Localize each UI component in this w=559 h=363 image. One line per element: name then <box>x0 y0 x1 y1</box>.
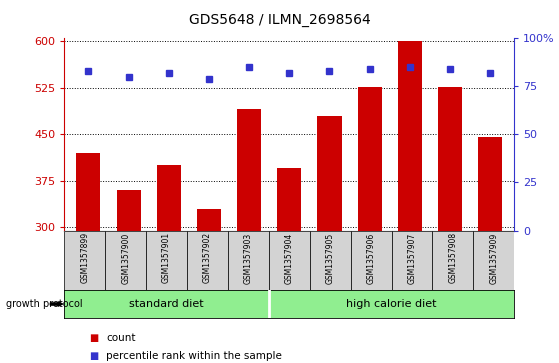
Text: GSM1357909: GSM1357909 <box>489 232 498 284</box>
Bar <box>77 153 101 231</box>
Bar <box>398 41 422 231</box>
Text: GSM1357908: GSM1357908 <box>448 232 457 284</box>
Bar <box>433 231 473 290</box>
Text: count: count <box>106 333 136 343</box>
Text: GSM1357900: GSM1357900 <box>121 232 130 284</box>
Bar <box>146 231 187 290</box>
Bar <box>197 209 221 231</box>
Text: GDS5648 / ILMN_2698564: GDS5648 / ILMN_2698564 <box>188 13 371 27</box>
Bar <box>310 231 350 290</box>
Text: GSM1357899: GSM1357899 <box>80 232 89 284</box>
Bar <box>318 116 342 231</box>
Bar <box>269 231 310 290</box>
Text: GSM1357902: GSM1357902 <box>203 232 212 284</box>
Text: GSM1357907: GSM1357907 <box>408 232 416 284</box>
Bar <box>391 231 433 290</box>
Bar <box>64 290 269 318</box>
Text: GSM1357905: GSM1357905 <box>326 232 335 284</box>
Bar <box>105 231 146 290</box>
Text: GSM1357906: GSM1357906 <box>367 232 376 284</box>
Bar <box>64 231 105 290</box>
Text: growth protocol: growth protocol <box>6 299 82 309</box>
Text: high calorie diet: high calorie diet <box>347 299 437 309</box>
Text: GSM1357904: GSM1357904 <box>285 232 294 284</box>
Text: ■: ■ <box>89 333 99 343</box>
Bar <box>277 168 301 231</box>
Bar <box>350 231 391 290</box>
Bar <box>478 138 502 231</box>
Bar <box>228 231 269 290</box>
Bar <box>438 86 462 231</box>
Text: standard diet: standard diet <box>129 299 204 309</box>
Bar <box>269 290 514 318</box>
Bar <box>358 86 382 231</box>
Bar <box>473 231 514 290</box>
Text: percentile rank within the sample: percentile rank within the sample <box>106 351 282 361</box>
Bar <box>187 231 228 290</box>
Text: GSM1357901: GSM1357901 <box>162 232 171 284</box>
Text: GSM1357903: GSM1357903 <box>244 232 253 284</box>
Bar <box>237 110 261 231</box>
Text: ■: ■ <box>89 351 99 361</box>
Bar <box>116 190 141 231</box>
Bar <box>157 165 181 231</box>
